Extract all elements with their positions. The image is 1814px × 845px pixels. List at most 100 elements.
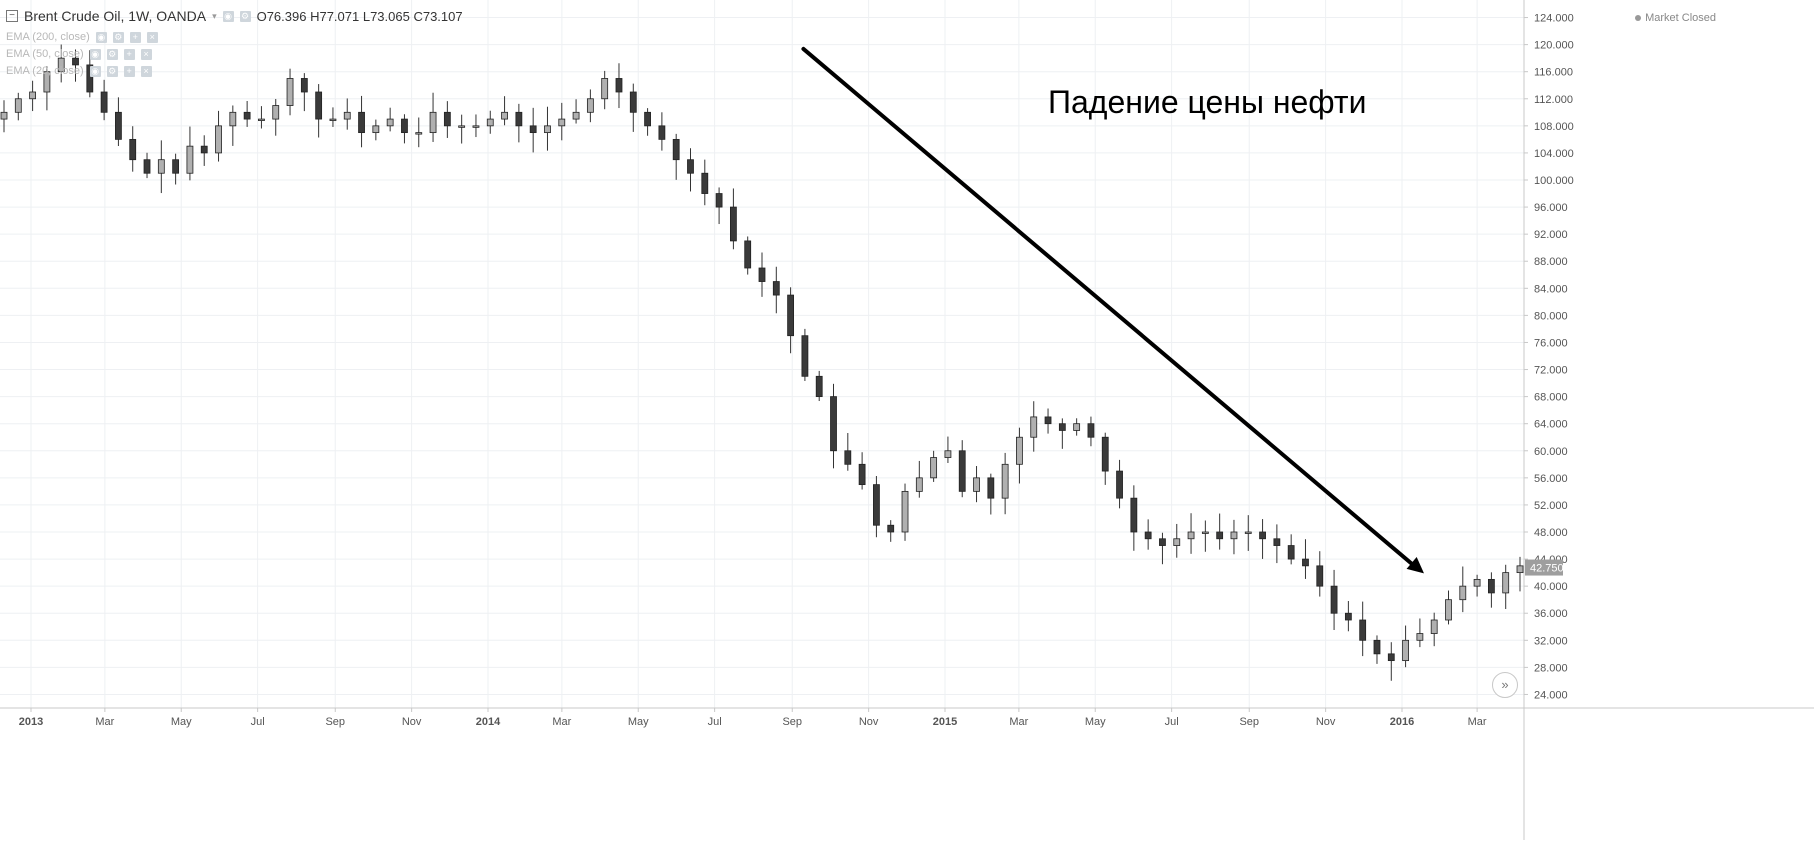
eye-icon[interactable]: ◉ [95,31,107,43]
y-tick-label: 52.000 [1534,500,1568,512]
more-icon[interactable]: + [123,48,135,60]
time-axis[interactable]: 2013 Mar May Jul Sep Nov 2014 Mar May Jul Sep Nov 20… [19,708,1487,728]
candle [315,84,323,138]
y-tick-label: 72.000 [1534,365,1568,377]
x-tick-label: Sep [325,716,345,728]
ohlc-values: O76.396 H77.071 L73.065 C73.107 [256,8,463,24]
candle [386,107,394,132]
candle [801,328,809,381]
candle [372,119,380,141]
candle [1001,452,1009,515]
candle [243,101,251,127]
candle [873,476,880,538]
collapse-icon[interactable]: − [6,10,18,22]
y-tick-label: 104.000 [1534,148,1574,160]
candle [1044,408,1052,434]
candle [1502,564,1510,610]
candle [1273,524,1281,564]
chevron-down-icon[interactable]: ▾ [212,10,217,21]
candle [529,107,537,153]
candle [215,110,222,162]
candle [1516,556,1524,592]
candle [401,114,408,144]
candle [57,44,65,83]
candle [429,92,437,142]
candle [586,89,594,123]
candle [300,73,308,112]
candle [1159,532,1166,565]
candle [472,114,480,138]
indicator-ema200[interactable]: EMA (200, close) ◉ ⚙ + × [6,31,158,43]
x-tick-label: Nov [1316,716,1336,728]
y-tick-label: 76.000 [1534,337,1568,349]
indicator-label: EMA (50, close) [6,48,84,60]
x-tick-label: Jul [251,716,265,728]
settings-icon[interactable]: ⚙ [106,48,118,60]
candle [1430,612,1438,647]
close-icon[interactable]: × [140,48,152,60]
settings-icon[interactable]: ⚙ [106,65,118,77]
candle [172,153,180,185]
candle [572,99,580,124]
candle [1459,566,1467,613]
candle [186,126,194,181]
candle [1058,418,1066,449]
last-price-badge [1525,559,1563,576]
more-icon[interactable]: + [123,65,135,77]
candle [1101,432,1109,485]
close-icon[interactable]: × [146,31,158,43]
settings-icon[interactable]: ⚙ [239,10,251,22]
eye-icon[interactable]: ◉ [89,48,101,60]
x-tick-label: May [628,716,649,728]
candle [443,101,451,138]
candle [72,49,79,82]
grid [0,0,1524,708]
symbol-title[interactable]: Brent Crude Oil, 1W, OANDA [24,8,207,24]
candle [1201,520,1209,552]
price-axis[interactable]: 24.00028.00032.00036.00040.00044.00048.0… [1524,13,1574,702]
candle [701,159,709,206]
candle [672,133,680,180]
last-price-label: 42.750 [1530,563,1564,575]
x-tick-label: Sep [1239,716,1259,728]
x-tick-label: Mar [552,716,571,728]
x-tick-label: 2014 [476,716,501,728]
x-tick-label: Nov [402,716,422,728]
x-tick-label: Mar [95,716,114,728]
indicator-ema50[interactable]: EMA (50, close) ◉ ⚙ + × [6,48,152,60]
candle [958,440,966,498]
candle [100,79,108,121]
candle [601,70,609,110]
close-icon[interactable]: × [140,65,152,77]
candle [1230,519,1238,555]
candle [43,66,51,111]
candle [1087,416,1095,447]
x-tick-label: Mar [1009,716,1028,728]
y-tick-label: 64.000 [1534,419,1568,431]
candle [629,83,637,132]
more-icon[interactable]: + [129,31,141,43]
candle [1173,523,1181,558]
candle [329,107,337,127]
y-tick-label: 28.000 [1534,662,1568,674]
x-tick-label: 2015 [933,716,957,728]
candle [729,188,737,250]
candle [830,383,837,469]
y-tick-label: 80.000 [1534,310,1568,322]
candle [1487,572,1495,608]
candle [157,140,165,194]
candle [915,460,923,498]
settings-icon[interactable]: ⚙ [112,31,124,43]
double-chevron-right-icon[interactable]: » [1492,672,1518,698]
candle [1416,618,1424,648]
symbol-legend[interactable]: − Brent Crude Oil, 1W, OANDA ▾ ◉ ⚙ O76.3… [6,8,463,24]
candle [1187,513,1195,554]
indicator-ema20[interactable]: EMA (20, close) ◉ ⚙ + × [6,65,152,77]
x-tick-label: Jul [1165,716,1179,728]
x-tick-label: Sep [782,716,802,728]
eye-icon[interactable]: ◉ [222,10,234,22]
market-status: Market Closed [1635,12,1716,24]
eye-icon[interactable]: ◉ [89,65,101,77]
candle [987,473,995,515]
